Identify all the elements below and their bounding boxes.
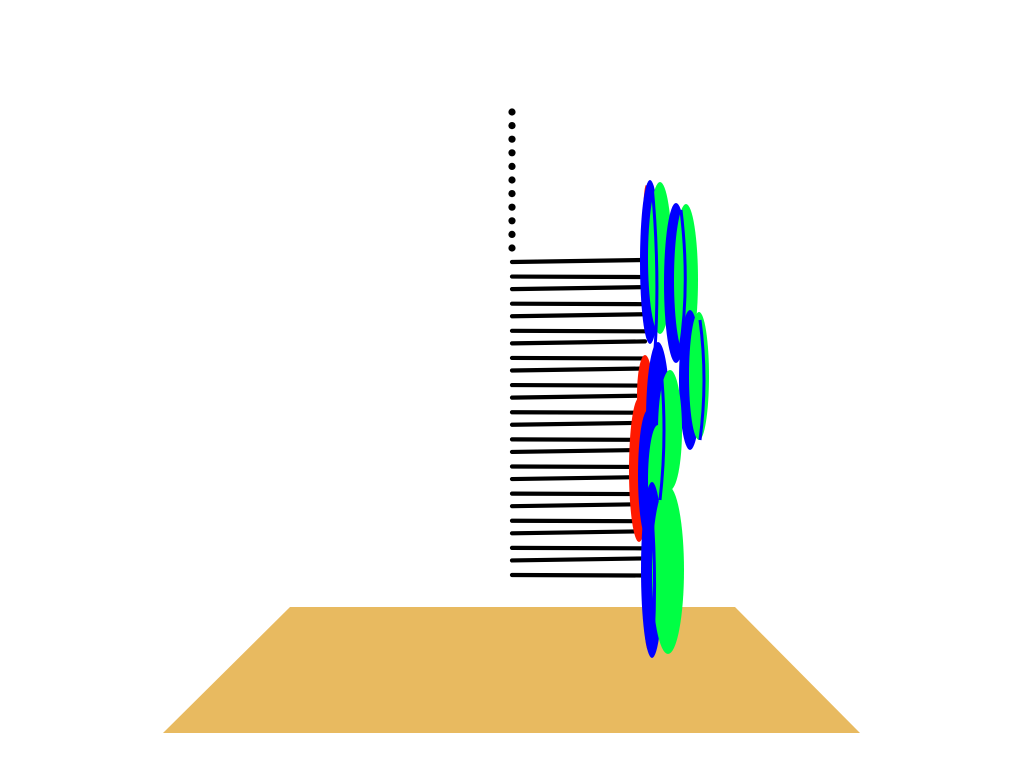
pole-line [509, 420, 648, 427]
pole-line [509, 274, 648, 280]
pole-line [509, 474, 648, 482]
pole-line [509, 355, 648, 361]
pole-dot [508, 230, 516, 238]
pole-line [509, 257, 648, 265]
pole-line [509, 572, 648, 578]
pole-line [509, 366, 648, 373]
pole-dot [508, 203, 516, 211]
leaf-front-face [652, 486, 684, 654]
leaf-front-face [689, 312, 709, 440]
pole-dot [508, 176, 516, 184]
pole-line [509, 339, 648, 346]
pole-line [509, 529, 648, 536]
floor-plane [163, 607, 860, 733]
pole-lines [509, 257, 648, 578]
pole-line [509, 502, 648, 509]
leaf-vein [650, 184, 659, 351]
pole-line [509, 328, 648, 334]
leaf-vein [678, 209, 687, 351]
leaf-vein [648, 489, 657, 656]
pole-dot [508, 162, 516, 170]
pole-dot [508, 190, 516, 198]
pole-dot [508, 244, 516, 252]
pole-line [509, 464, 648, 470]
pole-line [509, 382, 648, 388]
pole-line [509, 312, 648, 319]
pole-line [509, 393, 648, 400]
pole-line [509, 491, 648, 497]
pole-line [509, 518, 648, 524]
pole-dot [508, 135, 516, 143]
leaf-vein [698, 319, 706, 441]
leaf-vein [658, 359, 666, 501]
pole-line [509, 285, 648, 292]
pole-line [509, 437, 648, 442]
pole-dot [508, 149, 516, 157]
pole-dot [508, 108, 516, 116]
leaf-cluster [629, 180, 709, 658]
pole-line [509, 545, 648, 551]
pole-line [509, 301, 648, 307]
pole-line [509, 556, 648, 563]
pole-dot [508, 217, 516, 225]
pole-line [509, 410, 648, 415]
pole-dot [508, 122, 516, 130]
pole-line [509, 447, 648, 455]
pole-dots [508, 108, 516, 252]
